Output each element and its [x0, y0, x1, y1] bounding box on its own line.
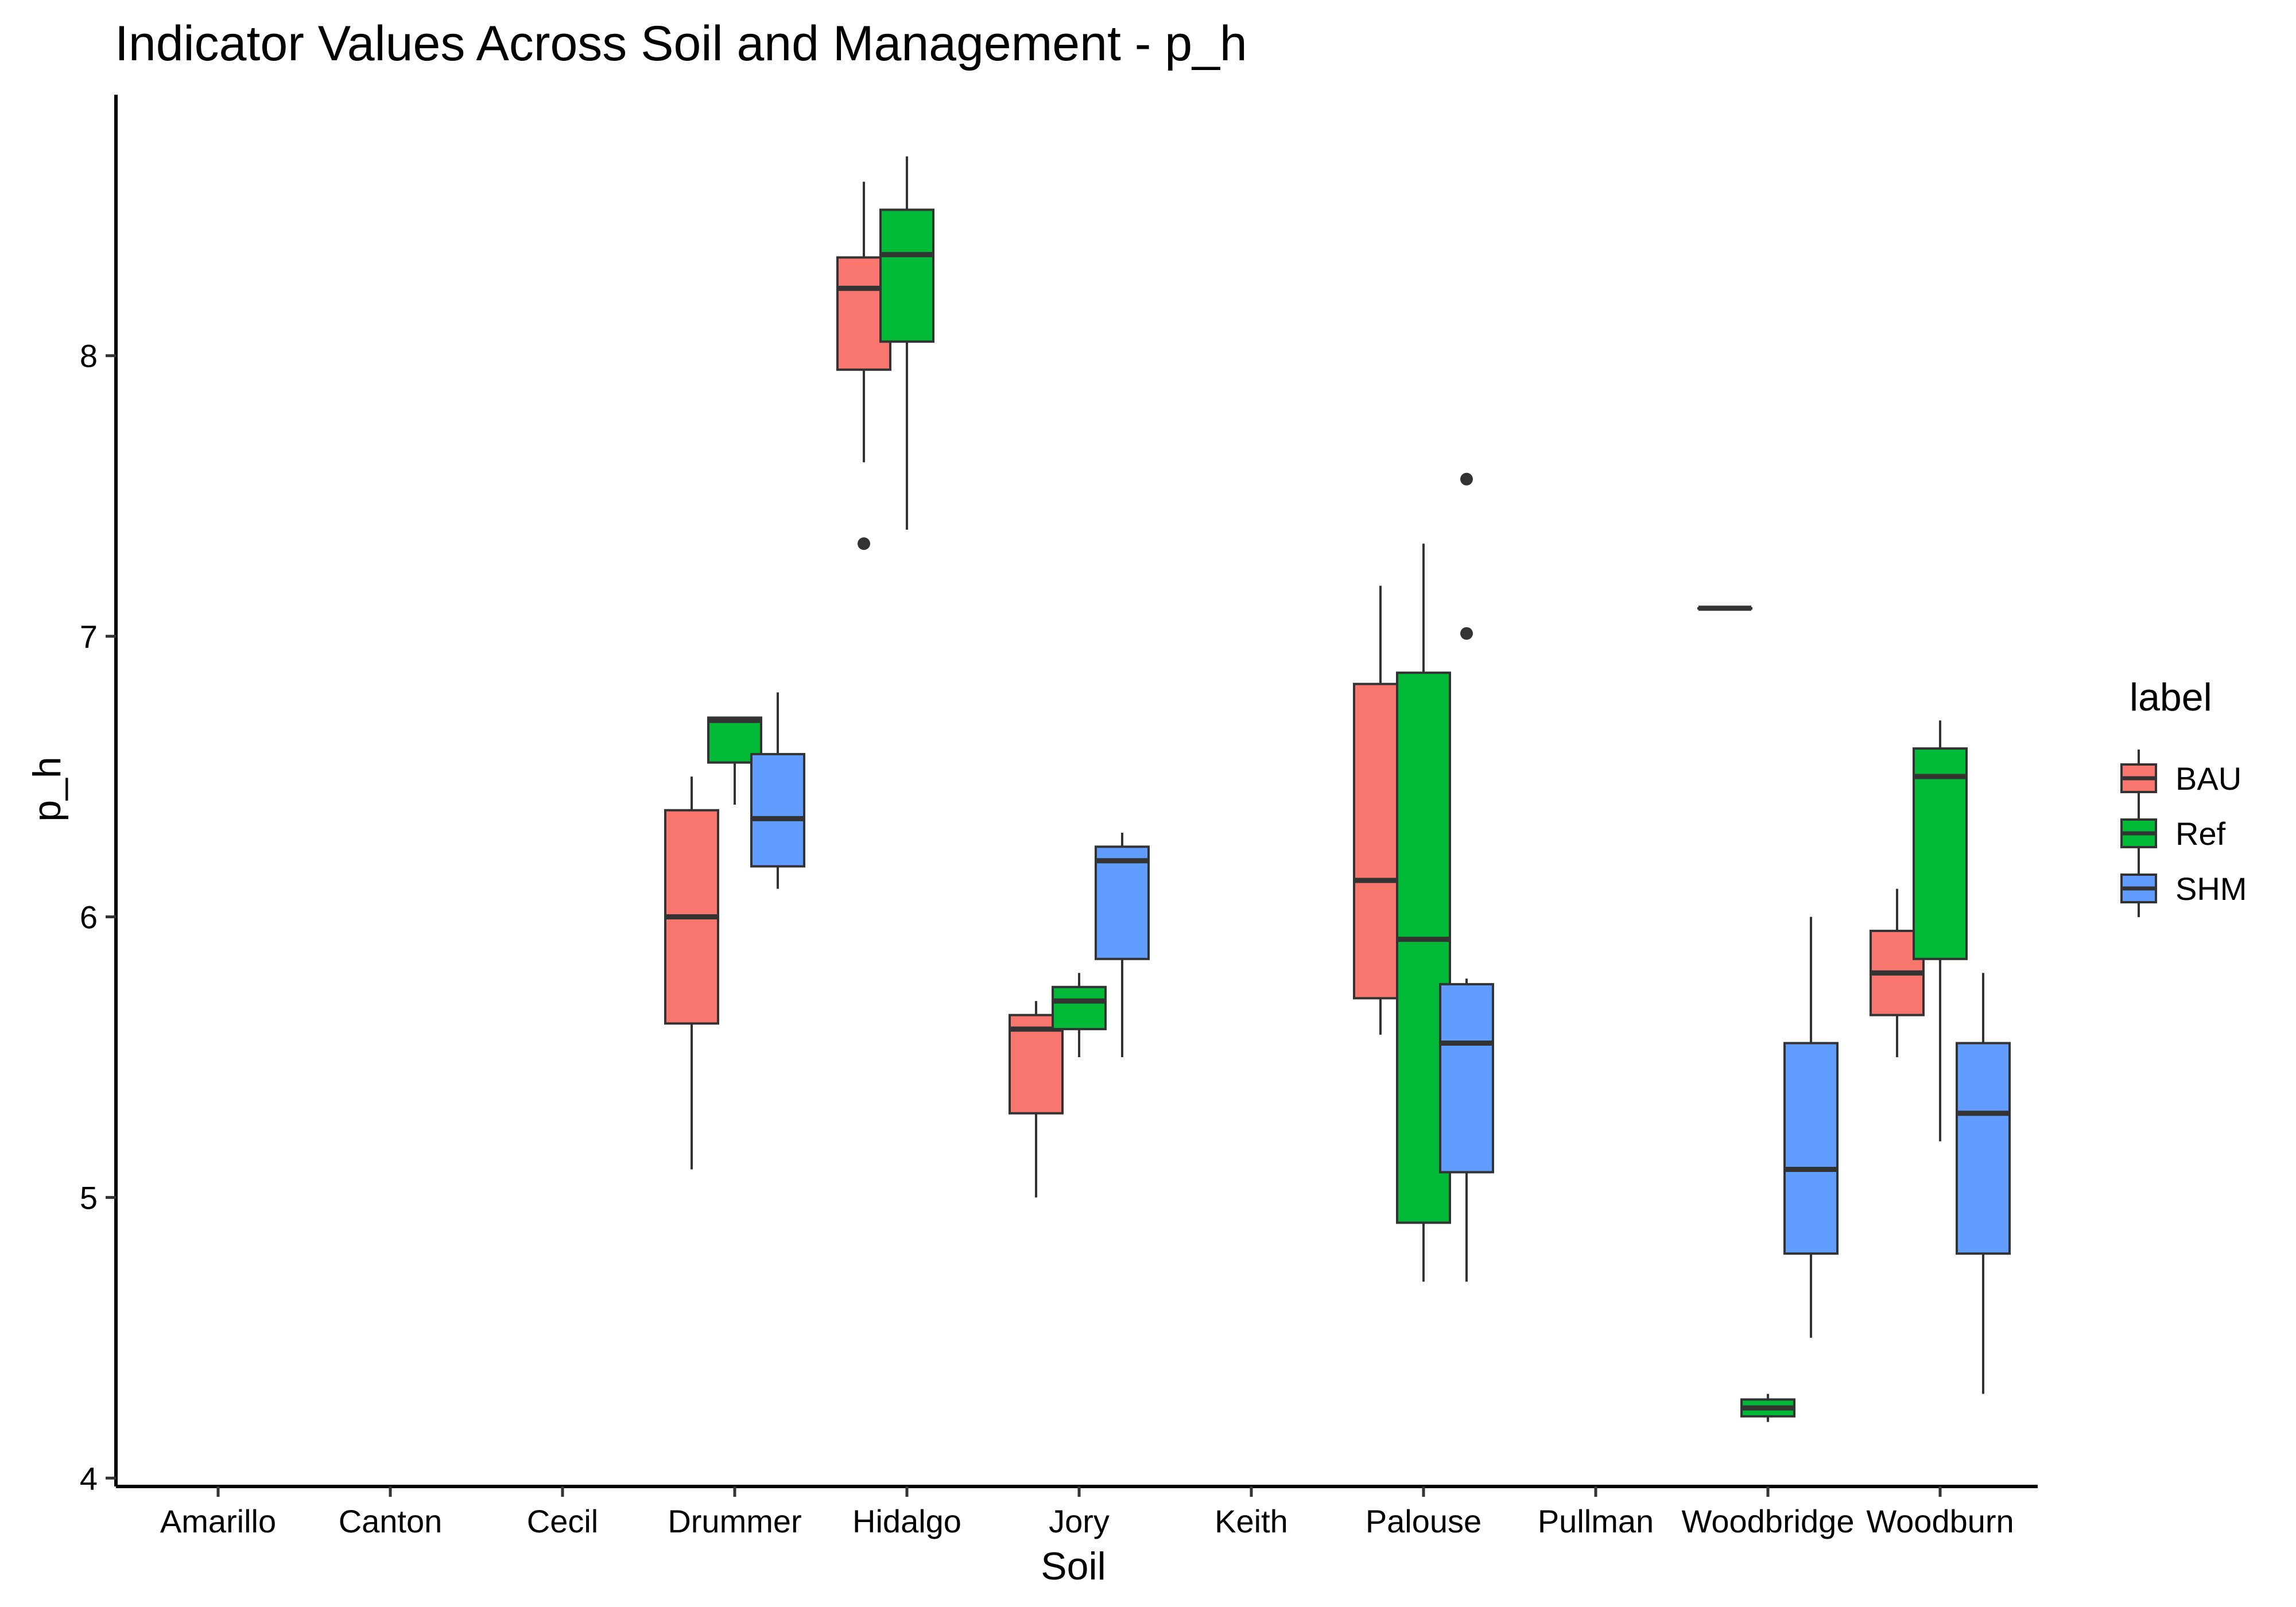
x-tick-label-woodburn: Woodburn [1866, 1503, 2014, 1539]
x-tick-label-cecil: Cecil [527, 1503, 598, 1539]
box-iqr [1095, 845, 1150, 960]
x-tick-label-canton: Canton [339, 1503, 443, 1539]
plot-area: 4 5 6 7 8 Amarillo Canton Cecil Drummer Hidalgo J… [80, 95, 2038, 1539]
y-tick-label: 5 [80, 1179, 98, 1216]
legend-item-ref: Ref [2120, 805, 2226, 862]
legend-item-bau: BAU [2120, 750, 2241, 807]
box-shm-drummer [750, 692, 805, 889]
legend-label: Ref [2175, 816, 2226, 852]
box-ref-hidalgo [879, 156, 934, 530]
box-iqr [1783, 1042, 1839, 1255]
y-tick-label: 6 [80, 899, 98, 936]
box-ref-woodbridge [1740, 1393, 1795, 1422]
x-tick-label-pullman: Pullman [1538, 1503, 1654, 1539]
x-tick-label-hidalgo: Hidalgo [852, 1503, 961, 1539]
box-iqr [1439, 983, 1494, 1174]
x-axis: Amarillo Canton Cecil Drummer Hidalgo Jory Kei… [160, 1486, 2014, 1539]
x-tick-label-amarillo: Amarillo [160, 1503, 276, 1539]
x-tick-label-keith: Keith [1215, 1503, 1288, 1539]
y-axis-title: p_h [25, 756, 69, 821]
legend-label: SHM [2175, 871, 2247, 907]
box-iqr [879, 208, 934, 343]
box-shm-woodbridge [1783, 917, 1839, 1338]
outlier-point [1460, 472, 1473, 486]
box-iqr [1956, 1042, 2011, 1255]
legend-items: BAU Ref SHM [2120, 750, 2247, 917]
boxes-layer [664, 156, 2011, 1422]
chart-title: Indicator Values Across Soil and Managem… [115, 16, 1247, 71]
x-tick-label-drummer: Drummer [668, 1503, 801, 1539]
legend-item-shm: SHM [2120, 860, 2247, 917]
legend-title: label [2130, 676, 2212, 719]
x-tick-label-palouse: Palouse [1366, 1503, 1481, 1539]
outlier-point [1460, 627, 1473, 640]
box-shm-palouse [1439, 472, 1494, 1282]
box-bau-drummer [664, 777, 719, 1170]
legend: label BAU Ref SHM [2120, 676, 2247, 917]
y-tick-label: 7 [80, 619, 98, 655]
outlier-point [858, 537, 870, 550]
x-tick-label-woodbridge: Woodbridge [1682, 1503, 1855, 1539]
x-tick-label-jory: Jory [1049, 1503, 1110, 1539]
box-shm-jory [1095, 832, 1150, 1057]
box-ref-woodburn [1913, 720, 1968, 1142]
box-iqr [1913, 747, 1968, 960]
box-iqr [750, 752, 805, 868]
y-axis: 4 5 6 7 8 [80, 338, 116, 1496]
x-axis-title: Soil [1041, 1544, 1106, 1588]
legend-label: BAU [2175, 760, 2241, 797]
y-tick-label: 4 [80, 1460, 98, 1496]
y-tick-label: 8 [80, 338, 98, 374]
box-bau-jory [1009, 1001, 1064, 1198]
box-shm-woodburn [1956, 973, 2011, 1394]
box-ref-jory [1052, 973, 1107, 1057]
box-iqr [1052, 985, 1107, 1031]
box-bau-woodbridge [1697, 605, 1752, 611]
